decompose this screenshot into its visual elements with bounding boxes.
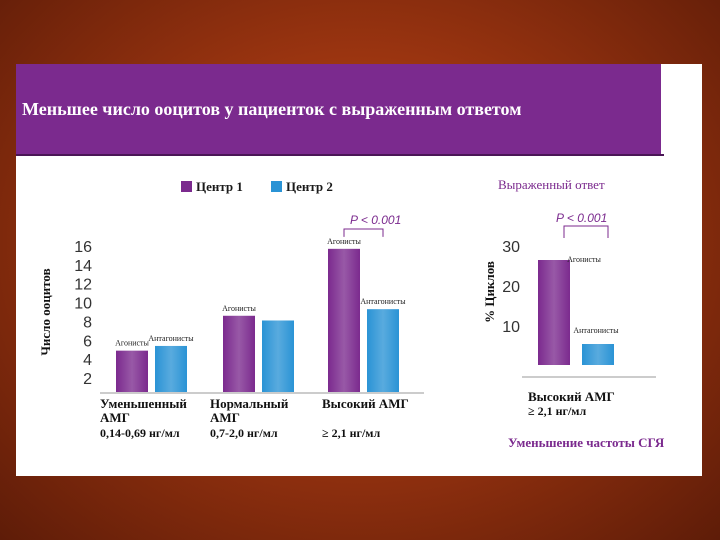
- bar-annotation: Агонисты: [222, 304, 256, 313]
- category-label: АМГ: [100, 410, 130, 425]
- bar-center1: [328, 248, 360, 392]
- legend-swatch: [181, 181, 192, 192]
- p-value: P < 0.001: [556, 211, 607, 225]
- category-label: Нормальный: [210, 396, 289, 411]
- category-range: ≥ 2,1 нг/мл: [528, 404, 586, 418]
- bar-annotation: Антагонисты: [360, 297, 406, 306]
- bar-center2: [155, 345, 187, 392]
- title-bar-edge: [16, 154, 664, 156]
- y-axis-label: % Циклов: [482, 261, 497, 323]
- y-tick-label: 8: [83, 314, 92, 331]
- p-value: P < 0.001: [350, 213, 401, 227]
- y-tick-label: 14: [74, 258, 92, 275]
- bar-center1: [116, 350, 148, 392]
- bar-annotation: Антагонисты: [148, 334, 194, 343]
- bar-center1: [223, 315, 255, 392]
- slide: Меньшее число ооцитов у пациенток с выра…: [16, 64, 702, 476]
- category-label: Высокий АМГ: [528, 389, 615, 404]
- footnote: Уменьшение частоты СГЯ: [508, 435, 665, 450]
- category-range: 0,7-2,0 нг/мл: [210, 426, 278, 440]
- legend-label: Центр 2: [286, 179, 333, 194]
- bar-agonists: [538, 260, 570, 365]
- y-tick-label: 12: [74, 277, 92, 294]
- bar-annotation: Антагонисты: [573, 326, 619, 335]
- bar-antagonists: [582, 344, 614, 365]
- y-tick-label: 10: [502, 319, 520, 336]
- bar-annotation: Агонисты: [115, 339, 149, 348]
- title-bar: Меньшее число ооцитов у пациенток с выра…: [16, 64, 664, 156]
- category-label: АМГ: [210, 410, 240, 425]
- category-label: Высокий АМГ: [322, 396, 409, 411]
- bar-annotation: Агонисты: [567, 255, 601, 264]
- y-tick-label: 4: [83, 352, 92, 369]
- y-tick-label: 2: [83, 371, 92, 388]
- y-tick-label: 6: [83, 333, 92, 350]
- chart-title: Выраженный ответ: [498, 177, 605, 192]
- legend-swatch: [271, 181, 282, 192]
- y-axis-label: Число ооцитов: [38, 268, 53, 355]
- significance-bracket: [563, 225, 609, 238]
- y-tick-label: 30: [502, 239, 520, 256]
- bar-center2: [367, 309, 399, 392]
- category-label: Уменьшенный: [100, 396, 187, 411]
- category-range: 0,14-0,69 нг/мл: [100, 426, 180, 440]
- significance-bracket: [343, 228, 384, 237]
- y-tick-label: 10: [74, 296, 92, 313]
- bar-annotation: Агонисты: [327, 237, 361, 246]
- legend-label: Центр 1: [196, 179, 243, 194]
- y-tick-label: 16: [74, 239, 92, 256]
- y-tick-label: 20: [502, 279, 520, 296]
- category-range: ≥ 2,1 нг/мл: [322, 426, 380, 440]
- slide-title: Меньшее число ооцитов у пациенток с выра…: [22, 99, 522, 119]
- bar-center2: [262, 320, 294, 392]
